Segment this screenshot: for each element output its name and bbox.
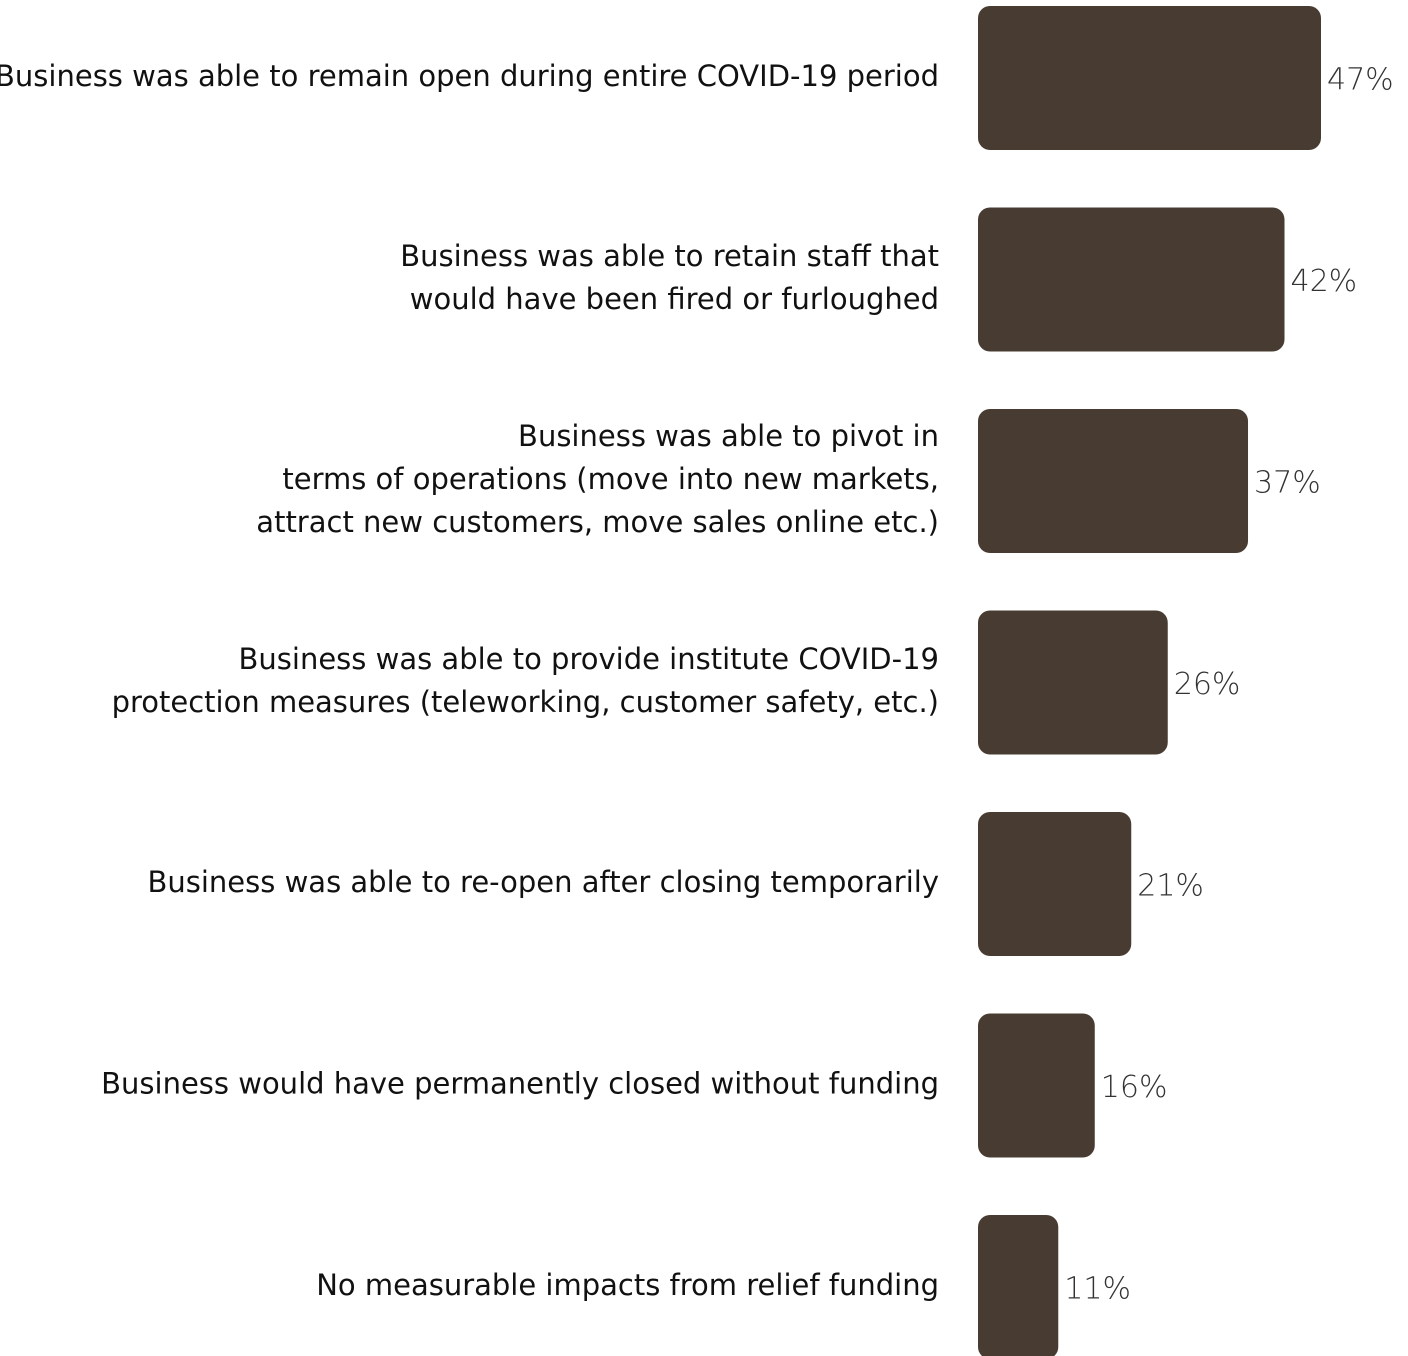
value-label: 16% (1101, 1070, 1168, 1105)
category-label-line: attract new customers, move sales online… (256, 505, 939, 539)
category-label: No measurable impacts from relief fundin… (316, 1268, 939, 1302)
bar-row: 21% Business was able to re-open after cl… (147, 812, 1204, 956)
category-label-line: Business was able to re-open after closi… (147, 865, 939, 899)
category-label-line: Business was able to pivot in (518, 419, 939, 453)
value-label: 11% (1064, 1272, 1131, 1307)
value-label: 37% (1254, 466, 1321, 501)
bar-row: 26% Business was able to provide institut… (112, 610, 1241, 755)
category-label-line: would have been fired or furloughed (410, 282, 939, 316)
bar (978, 812, 1132, 956)
value-label: 26% (1174, 667, 1241, 702)
bar (978, 610, 1168, 755)
bar-row: 37% Business was able to pivot in terms of… (256, 409, 1321, 553)
value-label: 21% (1137, 869, 1204, 904)
bar (978, 1215, 1059, 1356)
category-label-line: Business would have permanently closed w… (101, 1067, 939, 1101)
bar-row: 42% Business was able to retain staff tha… (400, 207, 1358, 352)
category-label-line: Business was able to retain staff that (400, 239, 939, 273)
category-label: Business was able to remain open during … (0, 59, 939, 93)
bar (978, 1013, 1095, 1158)
value-label: 47% (1327, 63, 1394, 98)
category-label: Business was able to pivot in terms of op… (256, 419, 939, 539)
bar-row: 47% Business was able to remain open duri… (0, 6, 1394, 150)
category-label-line: Business was able to remain open during … (0, 59, 939, 93)
category-label-line: No measurable impacts from relief fundin… (316, 1268, 939, 1302)
category-label-line: terms of operations (move into new marke… (282, 462, 939, 496)
category-label: Business was able to provide institute C… (112, 642, 939, 719)
bar (978, 207, 1285, 352)
category-label-line: protection measures (teleworking, custom… (112, 685, 939, 719)
category-label: Business would have permanently closed w… (101, 1067, 939, 1101)
category-label-line: Business was able to provide institute C… (239, 642, 939, 676)
value-label: 42% (1291, 264, 1358, 299)
category-label: Business was able to re-open after closi… (147, 865, 939, 899)
bar-row: 11% No measurable impacts from relief fun… (316, 1215, 1131, 1356)
bar (978, 6, 1321, 150)
category-label: Business was able to retain staff that wo… (400, 239, 939, 316)
bar-row: 16% Business would have permanently close… (101, 1013, 1168, 1158)
bar (978, 409, 1249, 553)
